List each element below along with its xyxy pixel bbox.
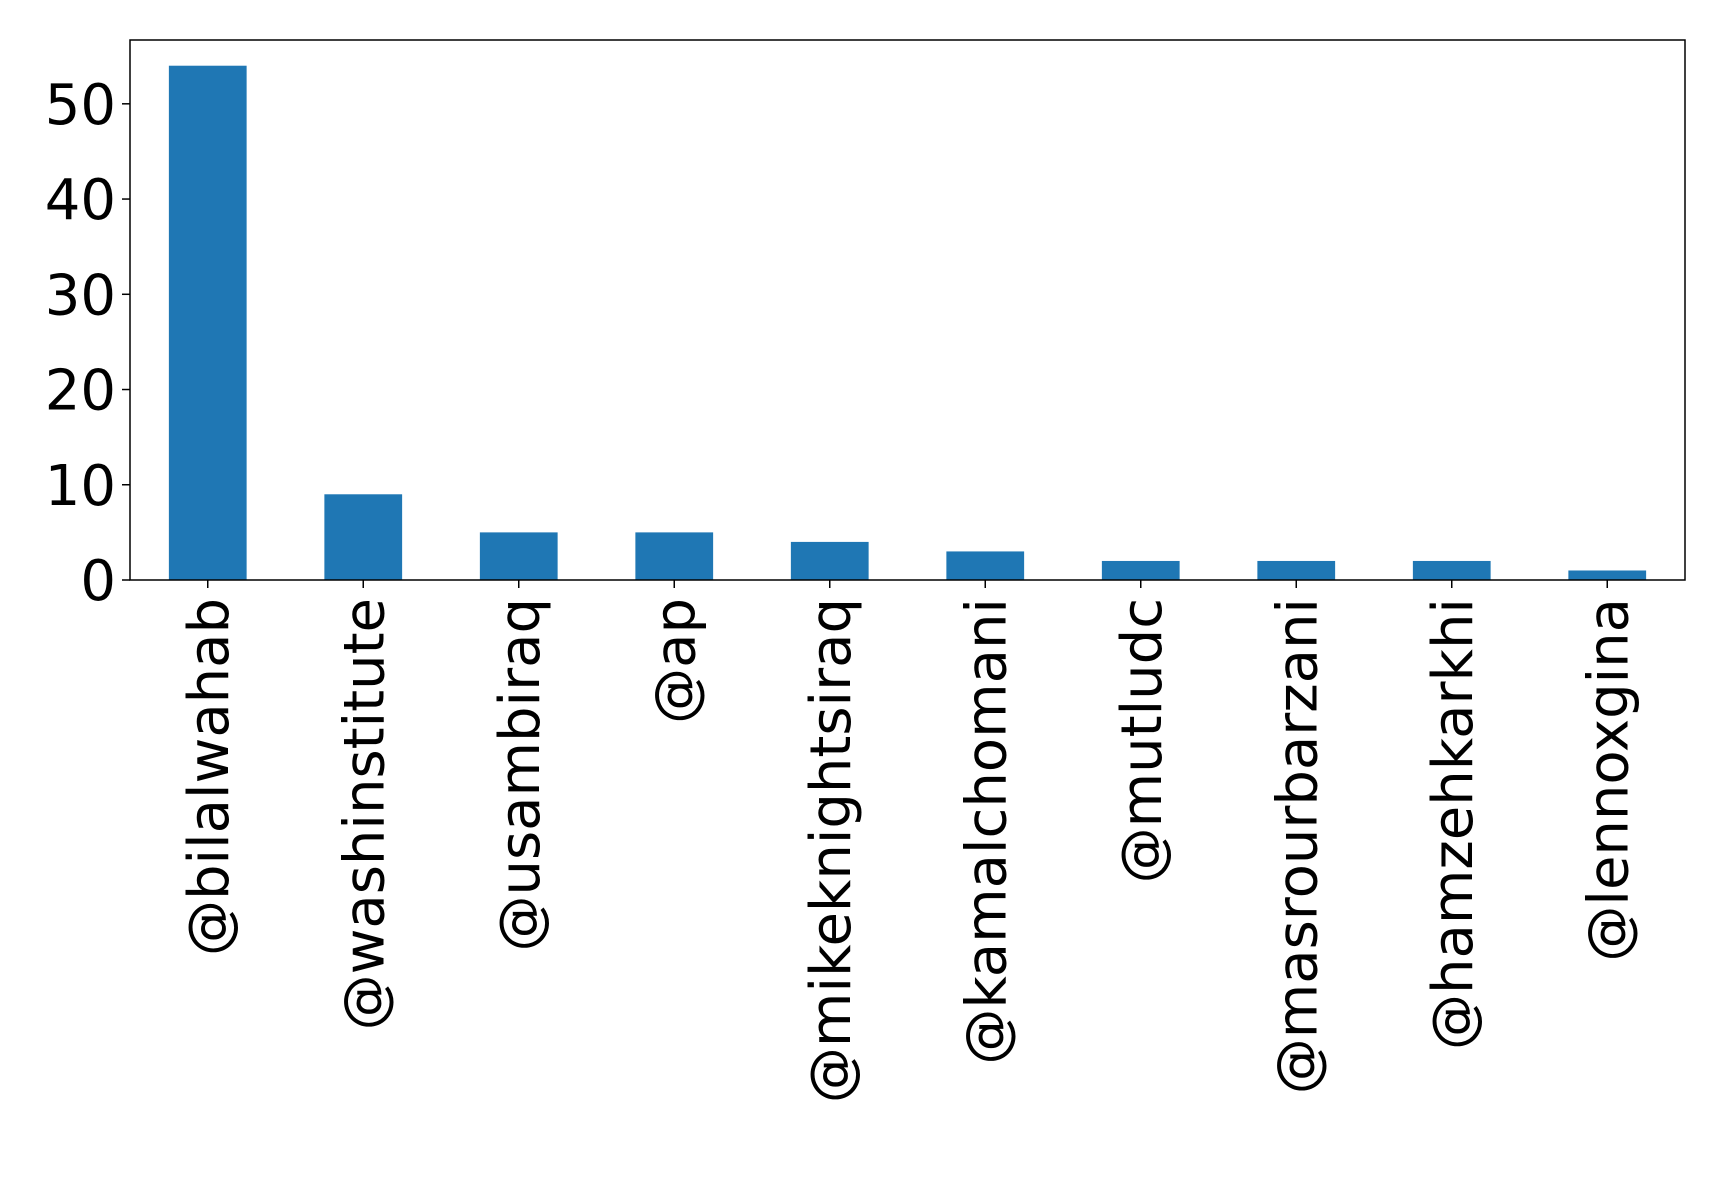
x-tick-label-6: @mutludc	[1110, 598, 1175, 883]
plot-frame	[129, 39, 1686, 581]
bar-8	[1412, 560, 1491, 580]
x-tick-label-9: @lennoxgina	[1576, 598, 1641, 962]
bar-3	[635, 532, 714, 580]
bar-7	[1257, 560, 1336, 580]
x-tick-label-2: @usambiraq	[488, 598, 553, 952]
y-axis: 0 10 20 30 40 50	[45, 73, 130, 614]
bar-5	[946, 551, 1025, 580]
bar-0	[168, 65, 247, 580]
bar-9	[1568, 570, 1647, 580]
x-axis: @bilalwahab @washinstitute @usambiraq @ap @m…	[177, 580, 1641, 1103]
x-tick-label-8: @hamzehkarkhi	[1421, 598, 1486, 1050]
y-tick-label-1: 10	[45, 454, 116, 519]
x-tick-label-7: @masrourbarzani	[1265, 598, 1330, 1094]
x-tick-label-0: @bilalwahab	[177, 598, 242, 956]
y-tick-label-2: 20	[45, 359, 116, 424]
bar-2	[479, 532, 558, 580]
y-tick-label-0: 0	[80, 549, 116, 614]
x-tick-label-3: @ap	[643, 598, 708, 724]
y-tick-label-3: 30	[45, 263, 116, 328]
bar-4	[790, 541, 869, 580]
bar-1	[324, 494, 403, 580]
bars-group	[168, 65, 1647, 580]
x-tick-label-1: @washinstitute	[332, 598, 397, 1030]
x-tick-label-5: @kamalchomani	[954, 598, 1019, 1065]
x-tick-label-4: @mikeknightsiraq	[799, 598, 864, 1103]
y-tick-label-4: 40	[45, 168, 116, 233]
y-tick-label-5: 50	[45, 73, 116, 138]
bar-6	[1101, 560, 1180, 580]
